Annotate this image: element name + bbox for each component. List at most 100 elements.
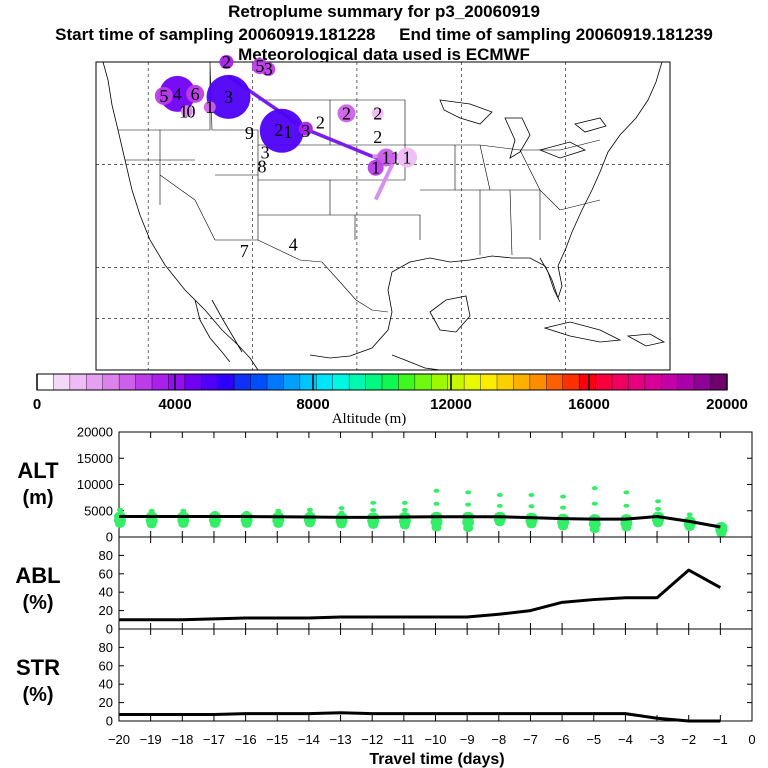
map-number-label: 1 [391, 147, 400, 167]
x-axis: −20 −19 −18 −17 −16 −15 −14 −13 −12 −11 −10 −9 −8 −7−… [108, 732, 756, 768]
plume-marker [206, 74, 251, 119]
map-number-label: 5 [159, 86, 168, 106]
colorbar-cell [710, 374, 728, 390]
y-tick-label: 20 [99, 695, 113, 710]
map-number-label: 1 [179, 101, 188, 121]
colorbar-cell [661, 374, 679, 390]
colorbar-cell [102, 374, 120, 390]
figure-title: Retroplume summary for p3_20060919 [228, 2, 540, 21]
alt-scatter-point [370, 508, 377, 513]
x-tick-label: −5 [586, 732, 601, 747]
map-number-label: 2 [222, 52, 231, 72]
map-number-label: 3 [261, 142, 270, 162]
y-tick-label: 0 [106, 622, 113, 637]
map-number-label: 3 [264, 59, 273, 79]
colorbar-tick-label: 16000 [568, 396, 610, 413]
central-america [391, 354, 441, 371]
x-tick-label: −1 [713, 732, 728, 747]
series-line [119, 568, 722, 622]
alt-scatter-point [401, 507, 408, 512]
great-lakes [439, 99, 607, 159]
colorbar-cell [431, 374, 449, 390]
map-number-label: 4 [173, 84, 182, 104]
alt-scatter-point [623, 490, 630, 495]
time-series-panels: 20000 15000 10000 5000 0 ALT (m) 80 60 40 20 0 ABL (%… [15, 425, 755, 768]
colorbar-cell [37, 374, 54, 390]
x-tick-label: −9 [460, 732, 475, 747]
colorbar-cell [250, 374, 268, 390]
colorbar-cell [677, 374, 695, 390]
plume-marker [219, 55, 234, 69]
colorbar-cell [464, 374, 482, 390]
plume-marker [367, 159, 384, 176]
x-tick-label: −11 [393, 732, 414, 747]
plume-marker [298, 121, 313, 136]
y-tick-label: 80 [99, 640, 113, 655]
y-tick-label: 15000 [77, 451, 113, 466]
map-number-label: 2 [316, 113, 325, 133]
alt-scatter-point [275, 511, 282, 516]
map-number-label: 9 [245, 123, 254, 143]
map-number-label: 2 [373, 127, 382, 147]
plume-marker [371, 107, 384, 120]
colorbar-cell [217, 374, 235, 390]
alt-scatter-point [591, 501, 598, 506]
map-number-label: 2 [274, 120, 283, 140]
x-tick-label: −10 [424, 732, 446, 747]
colorbar-cell [283, 374, 301, 390]
map-number-label: 1 [284, 122, 293, 142]
colorbar-cell [86, 374, 104, 390]
map-number-label: 8 [257, 157, 266, 177]
map-number-label: 2 [342, 103, 351, 123]
alt-scatter-point [401, 500, 408, 505]
alt-scatter-point [180, 508, 187, 513]
coastline-east [571, 61, 663, 233]
y-tick-label: 60 [99, 658, 113, 673]
y-tick-label: 20 [99, 603, 113, 618]
alt-scatter-point [718, 521, 725, 526]
colorbar-cell [579, 374, 597, 390]
alt-scatter-point [243, 510, 250, 515]
x-tick-label: 0 [748, 732, 755, 747]
colorbar-cell [267, 374, 284, 390]
colorbar-cell [529, 374, 547, 390]
panel-label: STR [16, 655, 60, 680]
plume-marker [261, 62, 276, 77]
plume-marker [377, 148, 396, 167]
colorbar-cell [414, 374, 432, 390]
y-tick-label: 60 [99, 566, 113, 581]
colorbar-cell [644, 374, 662, 390]
colorbar-cell [628, 374, 646, 390]
map-number-label: 1 [382, 147, 391, 167]
colorbar-tick-label: 12000 [430, 396, 472, 413]
alt-scatter-point [465, 502, 472, 507]
y-tick-label: 0 [106, 530, 113, 545]
x-tick-label: −13 [330, 732, 352, 747]
y-tick-label: 40 [99, 677, 113, 692]
alt-scatter-point [560, 505, 567, 510]
colorbar-cell [53, 374, 71, 390]
colorbar-cell [69, 374, 87, 390]
yucatan [429, 295, 471, 333]
alt-scatter-point [528, 493, 535, 497]
alt-scatter-point [148, 508, 155, 513]
map-number-label: 1 [371, 158, 380, 178]
state-lines-east [404, 100, 601, 256]
colorbar-cell [234, 374, 252, 390]
plume-marker [186, 84, 205, 103]
alt-scatter-point [465, 490, 472, 495]
alt-scatter-point [275, 508, 282, 513]
alt-scatter-point [370, 500, 377, 505]
series-line [119, 711, 721, 723]
border-mexico [215, 239, 389, 313]
x-tick-label: −20 [108, 732, 130, 747]
alt-scatter-point [180, 511, 187, 516]
alt-scatter-point [496, 493, 503, 497]
colorbar-cell [513, 374, 531, 390]
alt-scatter-point [433, 501, 440, 506]
x-tick-label: −3 [650, 732, 665, 747]
x-tick-label: −16 [235, 732, 257, 747]
x-tick-label: −2 [681, 732, 696, 747]
